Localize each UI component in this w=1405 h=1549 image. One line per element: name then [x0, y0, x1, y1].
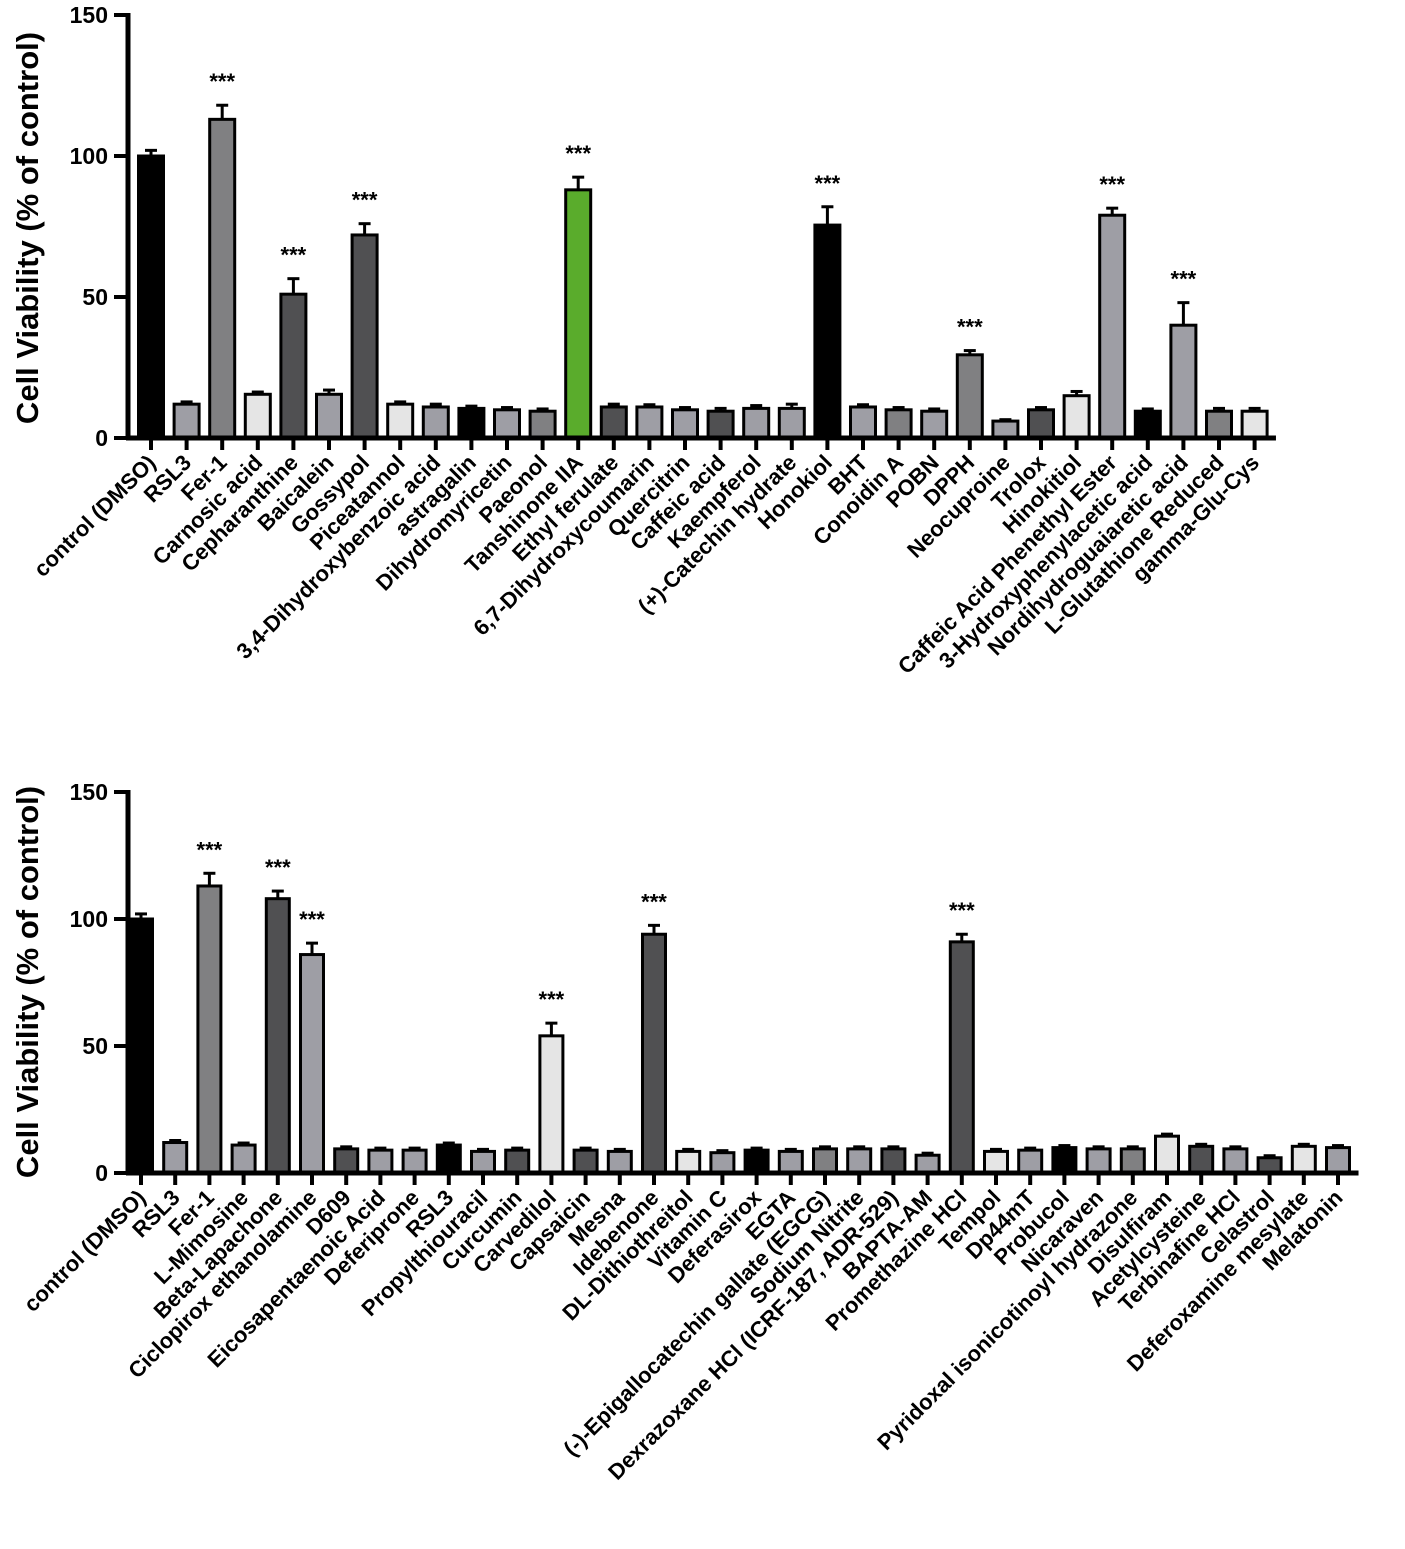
chart-1: Cell Viability (% of control) 0 50 100 150 co… [10, 2, 1276, 679]
y-tick-label: 0 [95, 1160, 108, 1186]
bar [1205, 409, 1233, 440]
bar [299, 953, 325, 1175]
bar [1325, 1146, 1351, 1175]
bar [401, 1148, 428, 1175]
bar [948, 940, 975, 1175]
significance-marker: *** [641, 889, 667, 914]
significance-marker: *** [209, 69, 235, 94]
bar [435, 1143, 462, 1175]
bar [367, 1148, 394, 1175]
bar [470, 1149, 496, 1175]
significance-marker: *** [565, 141, 591, 166]
bar [1098, 213, 1127, 440]
bar [572, 1148, 599, 1175]
y-tick-label: 150 [70, 2, 108, 28]
bar [1119, 1147, 1146, 1175]
bar [243, 392, 272, 440]
bar [528, 409, 557, 440]
bar [849, 405, 877, 440]
bar [196, 884, 223, 1175]
bar [777, 1149, 804, 1175]
bar [706, 409, 735, 440]
significance-marker: *** [949, 898, 975, 923]
bar [457, 406, 486, 440]
y-tick-label: 0 [95, 425, 108, 451]
bar [333, 1147, 360, 1175]
significance-marker: *** [539, 987, 565, 1012]
bar [315, 392, 343, 440]
bar [920, 409, 949, 440]
bar [1017, 1148, 1044, 1175]
bar [812, 1147, 838, 1175]
bar [1188, 1144, 1215, 1175]
x-tick-label: control (DMSO) [19, 1185, 151, 1317]
bar [743, 1148, 770, 1175]
bar [955, 353, 984, 440]
bar [1062, 394, 1091, 440]
bar [386, 402, 415, 440]
bar [742, 406, 771, 440]
significance-marker: *** [299, 907, 325, 932]
bar [137, 154, 165, 440]
bar [493, 408, 521, 440]
y-tick-label: 50 [82, 1033, 108, 1059]
significance-marker: *** [281, 243, 307, 268]
bar [264, 897, 291, 1175]
bar [421, 405, 450, 440]
bar [564, 188, 593, 440]
bar-group: control (DMSO) [29, 148, 165, 582]
bar [1027, 408, 1055, 440]
bar [1133, 409, 1162, 440]
y-tick-label: 100 [70, 143, 108, 169]
bar [641, 932, 667, 1175]
y-tick-label: 50 [82, 284, 108, 310]
y-tick-label: 100 [70, 906, 108, 932]
significance-marker: *** [1171, 267, 1197, 292]
x-tick-label: control (DMSO) [29, 450, 161, 582]
bar [671, 408, 699, 440]
bar [880, 1147, 907, 1175]
y-axis-label: Cell Viability (% of control) [10, 32, 45, 424]
bar [606, 1149, 633, 1175]
bar [162, 1141, 189, 1175]
significance-marker: *** [815, 171, 841, 196]
bar [1240, 409, 1269, 440]
bar [777, 406, 806, 440]
bar [128, 917, 154, 1175]
bar [884, 408, 913, 440]
bar-group: Fer-1*** [176, 69, 237, 506]
bar [172, 402, 201, 440]
bar [1169, 323, 1198, 440]
bar [1051, 1146, 1078, 1175]
significance-marker: *** [197, 837, 223, 862]
bar [1222, 1147, 1249, 1175]
significance-marker: *** [352, 188, 378, 213]
bar [230, 1143, 257, 1175]
chart-2: Cell Viability (% of control) 0 50 100 150 co… [10, 779, 1359, 1485]
bar [846, 1147, 873, 1175]
bar [1085, 1147, 1112, 1175]
bar [813, 223, 842, 440]
bar-group: Fer-1*** [163, 837, 222, 1240]
bar [208, 117, 237, 440]
y-tick-label: 150 [70, 779, 108, 805]
bar [675, 1149, 702, 1175]
bar [599, 405, 628, 440]
bar [983, 1149, 1009, 1175]
bar [635, 405, 664, 440]
bar [1290, 1144, 1317, 1175]
bar [914, 1153, 941, 1175]
significance-marker: *** [957, 315, 983, 340]
bar [279, 292, 308, 440]
bar [350, 233, 379, 440]
significance-marker: *** [265, 855, 291, 880]
bar [538, 1034, 565, 1175]
bar [709, 1151, 736, 1175]
bar [504, 1148, 531, 1175]
significance-marker: *** [1099, 172, 1125, 197]
y-axis-label: Cell Viability (% of control) [10, 786, 45, 1178]
bar [1154, 1134, 1180, 1175]
bar [991, 419, 1020, 440]
